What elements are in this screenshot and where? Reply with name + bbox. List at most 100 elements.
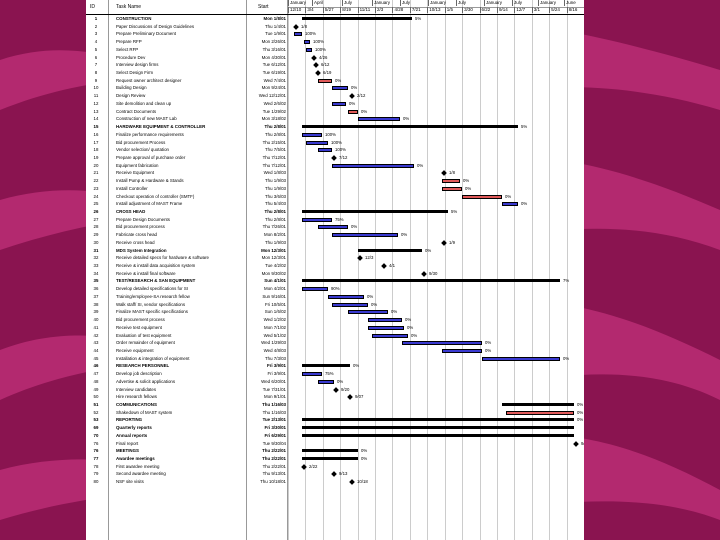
task-row[interactable]: 29 Fabricate cross head Mon 8/2/01 0% bbox=[86, 231, 584, 239]
summary-bar[interactable] bbox=[302, 433, 574, 437]
task-bar[interactable] bbox=[402, 341, 482, 346]
task-row[interactable]: 46 RESEARCH PERSONNEL Fri 3/9/01 0% bbox=[86, 362, 584, 370]
milestone-diamond[interactable] bbox=[441, 240, 447, 246]
task-row[interactable]: 9 Request owner architect designer Wed 7/4… bbox=[86, 77, 584, 85]
task-row[interactable]: 78 First awardee meeting Thu 2/22/01 2/22 bbox=[86, 463, 584, 471]
task-bar[interactable] bbox=[306, 140, 328, 145]
task-bar[interactable] bbox=[332, 302, 368, 307]
task-row[interactable]: 14 Construction of new MAST Lab Mon 3/18/0… bbox=[86, 115, 584, 123]
task-row[interactable]: 37 Training/employee-SA research fellow Su… bbox=[86, 293, 584, 301]
task-bar[interactable] bbox=[368, 325, 404, 330]
milestone-diamond[interactable] bbox=[441, 170, 447, 177]
task-row[interactable]: 53 REPORTING Tue 2/13/01 0% bbox=[86, 416, 584, 424]
task-row[interactable]: 49 Interview candidates Tue 7/31/01 9/20 bbox=[86, 386, 584, 394]
task-bar[interactable] bbox=[348, 109, 358, 114]
task-row[interactable]: 35 TEST/RESEARCH & SAN EQUIPMENT Sun 4/1/0… bbox=[86, 277, 584, 285]
milestone-diamond[interactable] bbox=[293, 23, 299, 30]
task-row[interactable]: 7 Interview design firms Tue 6/12/01 6/12 bbox=[86, 61, 584, 69]
task-bar[interactable] bbox=[332, 86, 348, 91]
task-row[interactable]: 77 Awardee meetings Thu 2/22/01 0% bbox=[86, 455, 584, 463]
task-bar[interactable] bbox=[304, 40, 310, 45]
task-bar[interactable] bbox=[332, 101, 346, 106]
task-row[interactable]: 12 Site demolition and clean up Wed 2/6/02… bbox=[86, 100, 584, 108]
milestone-diamond[interactable] bbox=[331, 155, 337, 161]
milestone-diamond[interactable] bbox=[333, 386, 339, 393]
summary-bar[interactable] bbox=[302, 17, 412, 20]
task-row[interactable]: 25 Install adjustment of MAST Frame Thu 5/… bbox=[86, 200, 584, 208]
task-bar[interactable] bbox=[302, 132, 322, 137]
task-row[interactable]: 3 Prepare Preliminary Document Tue 1/9/01 1… bbox=[86, 30, 584, 38]
task-bar[interactable] bbox=[302, 217, 332, 222]
task-bar[interactable] bbox=[328, 294, 364, 299]
task-row[interactable]: 10 Building Design Mon 9/24/01 0% bbox=[86, 84, 584, 92]
task-row[interactable]: 47 Develop job description Fri 3/9/01 75% bbox=[86, 370, 584, 378]
task-row[interactable]: 52 Shakedown of MAST system Thu 1/16/03 0% bbox=[86, 409, 584, 417]
task-row[interactable]: 69 Quarterly reports Fri 3/30/01 bbox=[86, 424, 584, 432]
task-row[interactable]: 19 Prepare approval of purchase order Thu … bbox=[86, 154, 584, 162]
task-row[interactable]: 1 CONSTRUCTION Mon 1/8/01 5% bbox=[86, 15, 584, 23]
task-bar[interactable] bbox=[302, 287, 328, 292]
task-bar[interactable] bbox=[318, 379, 334, 384]
task-row[interactable]: 38 Walk staff/ SI, vendor specifications F… bbox=[86, 301, 584, 309]
task-bar[interactable] bbox=[372, 333, 408, 338]
milestone-diamond[interactable] bbox=[331, 471, 337, 478]
task-bar[interactable] bbox=[506, 410, 574, 415]
milestone-diamond[interactable] bbox=[349, 479, 355, 486]
task-row[interactable]: 43 Order remainder of equipment Wed 1/29/0… bbox=[86, 339, 584, 347]
task-bar[interactable] bbox=[294, 32, 302, 37]
task-row[interactable]: 28 Bid procurement process Thu 7/26/01 0% bbox=[86, 223, 584, 231]
task-row[interactable]: 39 Finalize MAST specific specifications S… bbox=[86, 308, 584, 316]
milestone-diamond[interactable] bbox=[349, 93, 355, 100]
task-bar[interactable] bbox=[318, 148, 332, 153]
task-row[interactable]: 34 Receive & install final software Mon 9/… bbox=[86, 270, 584, 278]
task-row[interactable]: 20 Equipment fabrication Thu 7/12/01 0% bbox=[86, 162, 584, 170]
task-row[interactable]: 41 Receive test equipment Mon 7/1/02 0% bbox=[86, 324, 584, 332]
task-row[interactable]: 13 Contract Documents Tue 1/29/02 0% bbox=[86, 108, 584, 116]
milestone-diamond[interactable] bbox=[573, 440, 579, 447]
milestone-diamond[interactable] bbox=[301, 463, 307, 470]
milestone-diamond[interactable] bbox=[347, 394, 353, 401]
milestone-diamond[interactable] bbox=[311, 54, 317, 61]
milestone-diamond[interactable] bbox=[357, 255, 363, 262]
milestone-diamond[interactable] bbox=[381, 263, 387, 269]
task-row[interactable]: 33 Receive & install data acquisition sys… bbox=[86, 262, 584, 270]
task-row[interactable]: 24 Checkout operation of controller (SMTF… bbox=[86, 193, 584, 201]
task-row[interactable]: 5 Select RFP Thu 3/16/01 100% bbox=[86, 46, 584, 54]
task-row[interactable]: 50 Hire research fellows Mon 9/1/01 9/07 bbox=[86, 393, 584, 401]
task-row[interactable]: 23 Install Controller Thu 1/9/03 0% bbox=[86, 185, 584, 193]
task-row[interactable]: 32 Receive detailed specs for hardware & … bbox=[86, 254, 584, 262]
task-bar[interactable] bbox=[442, 348, 482, 353]
summary-bar[interactable] bbox=[302, 210, 448, 213]
task-row[interactable]: 48 Advertise & solicit applications Wed 6/… bbox=[86, 378, 584, 386]
task-bar[interactable] bbox=[332, 163, 414, 168]
task-row[interactable]: 4 Prepare RFP Mon 2/26/01 100% bbox=[86, 38, 584, 46]
summary-bar[interactable] bbox=[302, 364, 350, 368]
summary-bar[interactable] bbox=[502, 403, 574, 406]
task-bar[interactable] bbox=[306, 47, 312, 52]
task-row[interactable]: 16 Finalize performance requirements Thu 2… bbox=[86, 131, 584, 139]
task-bar[interactable] bbox=[442, 186, 462, 191]
task-row[interactable]: 26 CROSS HEAD Thu 2/8/01 5% bbox=[86, 208, 584, 216]
task-bar[interactable] bbox=[318, 225, 348, 230]
task-bar[interactable] bbox=[368, 318, 402, 323]
task-bar[interactable] bbox=[348, 310, 388, 315]
summary-bar[interactable] bbox=[302, 279, 560, 283]
milestone-diamond[interactable] bbox=[421, 270, 427, 277]
task-row[interactable]: 80 NSF site visits Thu 10/18/01 10/18 bbox=[86, 478, 584, 486]
task-row[interactable]: 76 MEETINGS Thu 2/22/01 0% bbox=[86, 447, 584, 455]
task-row[interactable]: 44 Receive equipment Wed 4/8/03 0% bbox=[86, 347, 584, 355]
summary-bar[interactable] bbox=[358, 248, 422, 252]
task-bar[interactable] bbox=[462, 194, 502, 199]
task-row[interactable]: 27 Prepare Design Documents Thu 2/8/01 75% bbox=[86, 216, 584, 224]
task-row[interactable]: 8 Select Design Firm Tue 6/19/01 6/19 bbox=[86, 69, 584, 77]
task-row[interactable]: 17 Bid procurement Process Thu 2/15/01 100% bbox=[86, 139, 584, 147]
task-row[interactable]: 51 COMMUNICATIONS Thu 1/16/03 0% bbox=[86, 401, 584, 409]
task-row[interactable]: 21 Receive Equipment Wed 1/8/03 1/8 bbox=[86, 169, 584, 177]
task-row[interactable]: 11 Design Review Wed 12/12/01 2/12 bbox=[86, 92, 584, 100]
summary-bar[interactable] bbox=[302, 449, 358, 453]
task-row[interactable]: 70 Annual reports Fri 6/29/01 bbox=[86, 432, 584, 440]
task-row[interactable]: 30 Receive cross head Thu 1/9/03 1/9 bbox=[86, 239, 584, 247]
task-bar[interactable] bbox=[332, 233, 398, 238]
task-row[interactable]: 2 Paper Discussions of Design Guidelines T… bbox=[86, 23, 584, 31]
task-row[interactable]: 40 Bid procurement process Wed 1/2/02 0% bbox=[86, 316, 584, 324]
